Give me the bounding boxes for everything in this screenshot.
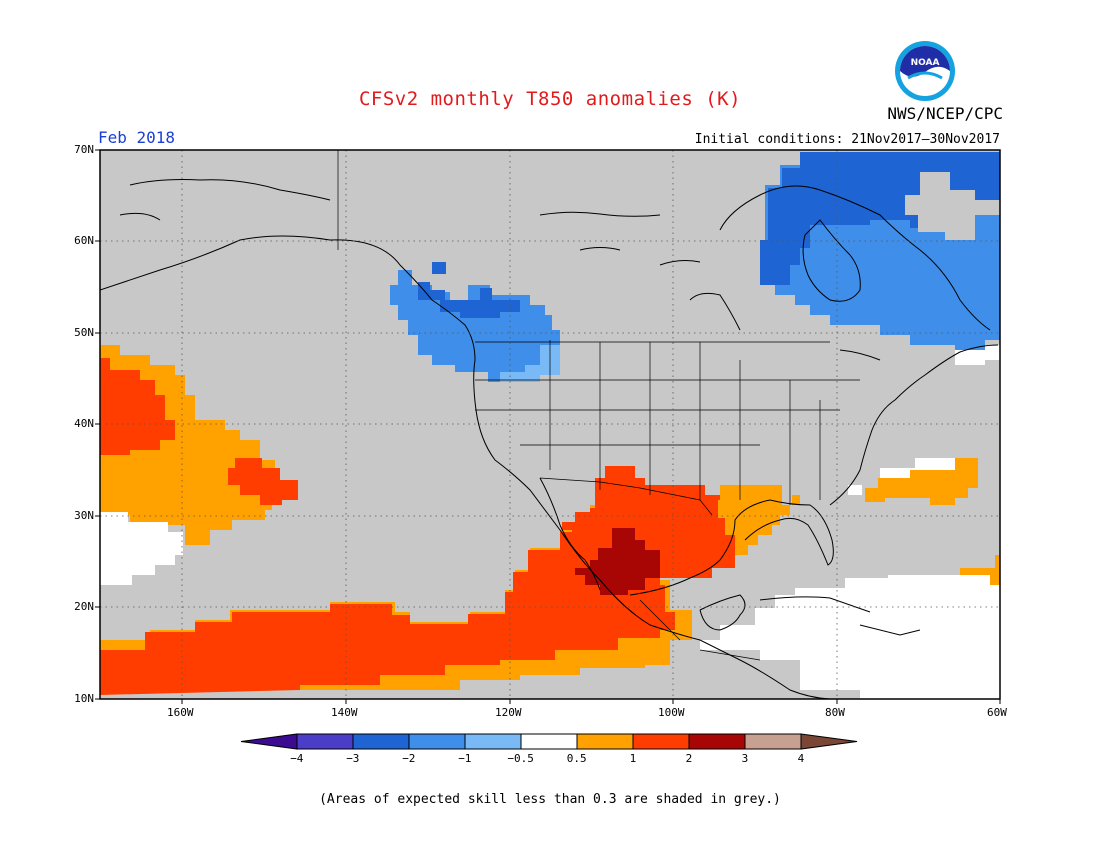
colorbar-tick-label: −2 [402,752,416,765]
colorbar-tick-label: 2 [685,752,693,765]
colorbar-arrow-high [800,733,858,750]
anomaly-region-0p5-1-caribbean [920,555,1000,585]
graticule [100,150,1000,699]
anomaly-region-white-atlantic-north [880,458,955,478]
lon-label-100w: 100W [658,706,685,719]
colorbar-swatch [408,733,466,750]
colorbar-tick-label: 4 [797,752,805,765]
political-borders [337,150,860,661]
anomaly-region-white-atlantic-small [848,485,862,495]
lon-label-160w: 160W [167,706,194,719]
colorbar-swatch [576,733,634,750]
anomaly-region-1-2-tropical-core [100,508,675,695]
lon-label-60w: 60W [987,706,1007,719]
colorbar-tick-label: −3 [346,752,360,765]
svg-text:NOAA: NOAA [911,58,940,68]
anomaly-region-white-caribbean [700,575,1000,699]
colorbar-swatch [296,733,354,750]
anomaly-region-1-2-pacific-north-2 [228,458,298,505]
anomaly-region-1-2-pacific-north [100,358,175,455]
anomaly-region-grey-hudson [905,172,1000,240]
colorbar-swatch [632,733,690,750]
colorbar-tick-label: 0.5 [566,752,587,765]
colorbar-swatch [352,733,410,750]
noaa-logo-icon: NOAA [895,41,955,101]
colorbar-arrow-low [240,733,298,750]
agency-label: NWS/NCEP/CPC [887,104,1003,123]
colorbar [240,733,858,750]
lat-label-70n: 70N [74,143,94,156]
colorbar-tick-label: −1 [458,752,472,765]
lat-label-30n: 30N [74,509,94,522]
colorbar-swatch [464,733,522,750]
colorbar-tick-label: −4 [290,752,304,765]
initial-conditions: Initial conditions: 21Nov2017–30Nov2017 [694,132,1000,147]
lat-label-40n: 40N [74,417,94,430]
anomaly-region-minus3-2-pnw [418,282,520,318]
anomaly-region-minus3-2-pnw-small [432,262,446,274]
lat-label-50n: 50N [74,326,94,339]
lat-label-20n: 20N [74,600,94,613]
lon-label-140w: 140W [331,706,358,719]
coastlines [100,179,999,699]
lon-label-120w: 120W [495,706,522,719]
lon-label-80w: 80W [825,706,845,719]
skill-footnote: (Areas of expected skill less than 0.3 a… [319,792,781,807]
anomaly-region-0p5-1-atlantic [865,458,978,505]
colorbar-swatch [744,733,802,750]
colorbar-tick-label: 3 [741,752,749,765]
anomaly-region-2-3-mexico [575,528,660,595]
colorbar-swatch [520,733,578,750]
map-title: CFSv2 monthly T850 anomalies (K) [358,88,742,110]
anomaly-region-white-pacific [100,512,183,585]
colorbar-swatch [688,733,746,750]
colorbar-tick-label: −0.5 [507,752,534,765]
axis-ticks [95,149,1001,704]
lat-label-10n: 10N [74,692,94,705]
colorbar-tick-label: 1 [629,752,637,765]
forecast-period: Feb 2018 [98,128,176,147]
lat-label-60n: 60N [74,234,94,247]
